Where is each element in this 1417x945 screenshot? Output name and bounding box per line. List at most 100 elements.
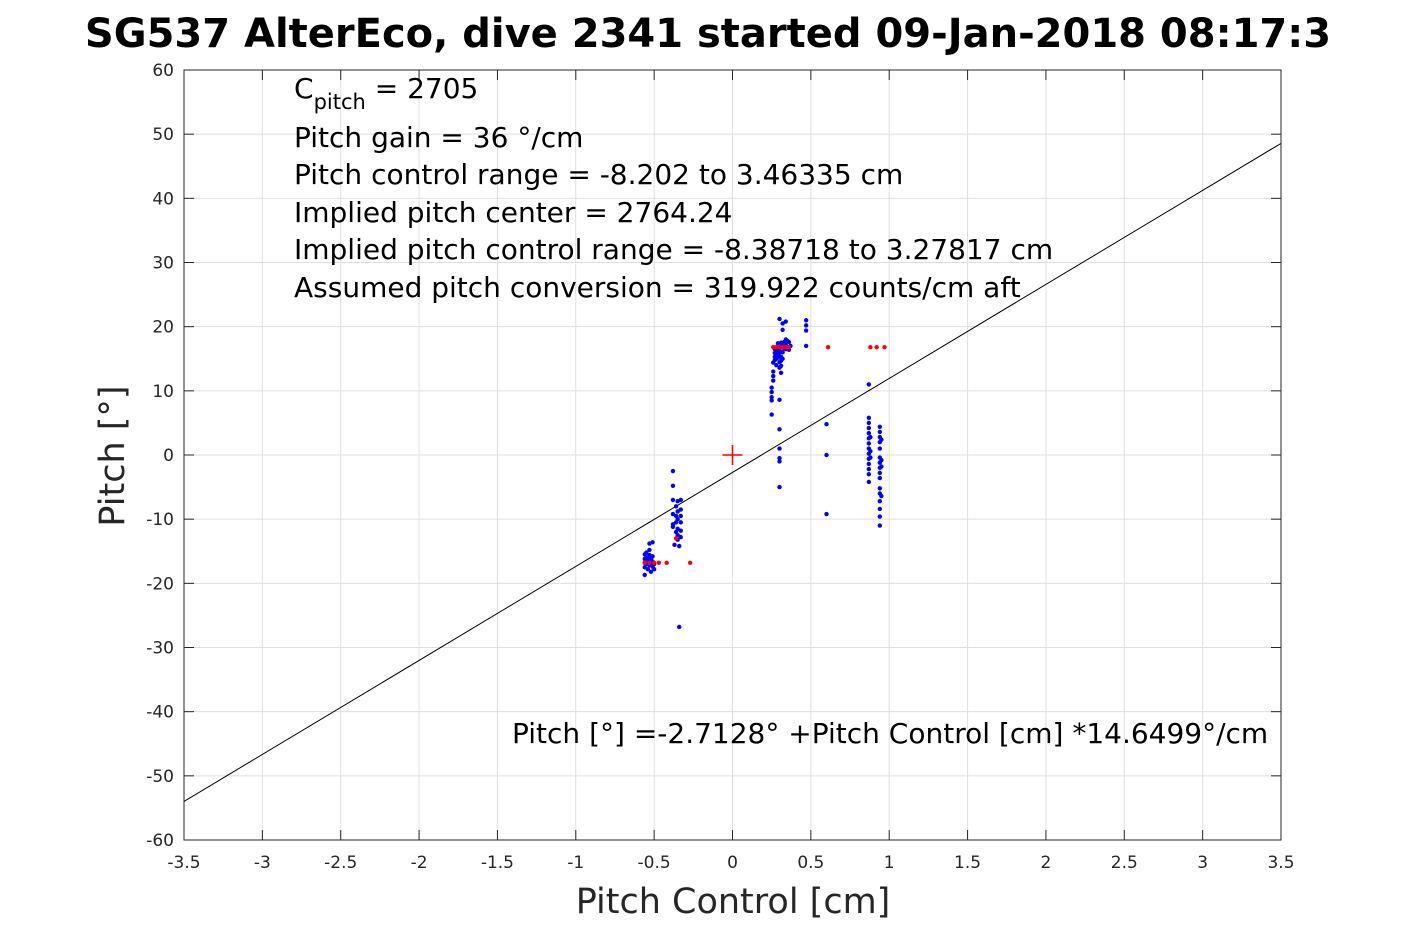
rejected-point: [777, 345, 782, 350]
annotation-implied-pitch-control-range: Implied pitch control range = -8.38718 t…: [294, 233, 1053, 266]
x-tick-label: -1.5: [481, 853, 514, 873]
observed-point: [877, 475, 883, 481]
observed-point: [780, 356, 785, 361]
observed-point: [678, 520, 683, 525]
rejected-point: [642, 560, 647, 565]
y-tick-label: -50: [146, 767, 174, 787]
observed-point: [780, 327, 785, 333]
observed-point: [673, 504, 679, 509]
rejected-point: [771, 345, 776, 350]
observed-point: [866, 441, 872, 446]
observed-point: [803, 328, 809, 333]
observed-point: [677, 624, 682, 630]
rejected-point: [656, 560, 662, 565]
x-tick-label: 3.5: [1267, 853, 1294, 873]
observed-point: [777, 456, 782, 461]
observed-point: [803, 323, 809, 328]
y-tick-label: -10: [146, 510, 174, 530]
rejected-point: [687, 560, 693, 565]
observed-point: [777, 484, 782, 490]
observed-point: [771, 378, 776, 383]
observed-point: [877, 514, 883, 519]
x-tick-label: 1.5: [954, 853, 981, 873]
observed-point: [866, 430, 872, 436]
observed-point: [650, 554, 655, 559]
c-pitch-prefix: C: [294, 72, 314, 105]
rejected-point: [882, 345, 887, 350]
x-tick-label: -2.5: [324, 853, 357, 873]
observed-point: [786, 339, 792, 345]
observed-point: [675, 516, 680, 522]
observed-point: [866, 425, 872, 431]
rejected-point: [874, 345, 879, 350]
y-tick-label: -20: [146, 574, 174, 594]
rejected-point: [786, 345, 792, 350]
observed-point: [879, 457, 884, 463]
annotation-implied-pitch-center: Implied pitch center = 2764.24: [294, 196, 732, 229]
observed-point: [677, 543, 682, 549]
observed-point: [877, 424, 883, 429]
annotation-fit-equation: Pitch [°] =-2.7128° +Pitch Control [cm] …: [512, 717, 1268, 750]
observed-point: [778, 363, 784, 369]
observed-point: [769, 412, 774, 417]
observed-point: [877, 486, 883, 491]
rejected-point: [647, 560, 652, 565]
observed-point: [803, 318, 809, 323]
annotation-assumed-pitch-conversion: Assumed pitch conversion = 319.922 count…: [294, 271, 1021, 304]
y-axis-label: Pitch [°]: [93, 385, 133, 526]
observed-point: [670, 497, 676, 503]
x-tick-labels: -3.5 -3 -2.5 -2 -1.5 -1 -0.5 0 0.5 1 1.5 2 2.5 3 3.5: [167, 853, 1294, 873]
y-tick-label: 10: [152, 382, 174, 402]
rejected-point: [673, 536, 679, 541]
observed-point: [771, 369, 776, 374]
observed-point: [868, 455, 873, 460]
x-tick-label: -0.5: [638, 853, 671, 873]
observed-point: [877, 499, 883, 504]
rejected-point: [868, 345, 873, 350]
observed-point: [780, 350, 785, 355]
rejected-point: [780, 345, 785, 350]
y-tick-label: -40: [146, 703, 174, 723]
observed-point: [678, 513, 683, 519]
annotation-pitch-gain: Pitch gain = 36 °/cm: [294, 121, 583, 154]
y-tick-label: 60: [152, 61, 174, 81]
rejected-point: [774, 345, 779, 350]
center-marker: [722, 445, 743, 465]
observed-point: [645, 567, 651, 572]
rejected-point: [825, 345, 831, 350]
observed-point: [769, 389, 774, 395]
observed-point: [803, 343, 809, 349]
observed-point: [877, 429, 883, 435]
x-tick-label: 0.5: [797, 853, 824, 873]
x-tick-label: 2: [1041, 853, 1052, 873]
annotation-pitch-control-range: Pitch control range = -8.202 to 3.46335 …: [294, 158, 903, 191]
observed-point: [769, 398, 774, 403]
observed-point: [777, 316, 782, 322]
observed-point: [877, 506, 883, 512]
observed-point: [866, 479, 872, 485]
x-tick-label: 3: [1197, 853, 1208, 873]
observed-point: [777, 459, 782, 464]
observed-point: [879, 437, 884, 442]
x-tick-label: 2.5: [1111, 853, 1138, 873]
plot-frame: [183, 69, 1282, 841]
c-pitch-subscript: pitch: [314, 90, 366, 114]
x-axis-label: Pitch Control [cm]: [576, 882, 891, 922]
observed-point: [824, 452, 829, 458]
observed-point: [777, 397, 782, 403]
observed-point: [678, 497, 683, 503]
observed-point: [877, 470, 883, 476]
annotation-c-pitch: Cpitch = 2705: [294, 72, 478, 114]
observed-point: [670, 524, 676, 530]
y-tick-labels: -60 -50 -40 -30 -20 -10 0 10 20 30 40 50 60: [146, 61, 174, 851]
observed-point: [774, 362, 779, 368]
observed-point: [866, 415, 872, 420]
observed-point: [670, 483, 676, 488]
data-points: [642, 316, 887, 630]
fit-line: [184, 142, 1281, 802]
observed-point: [866, 420, 872, 426]
observed-point: [644, 550, 649, 555]
observed-point: [678, 507, 683, 512]
observed-point: [877, 446, 883, 451]
observed-point: [648, 569, 654, 574]
